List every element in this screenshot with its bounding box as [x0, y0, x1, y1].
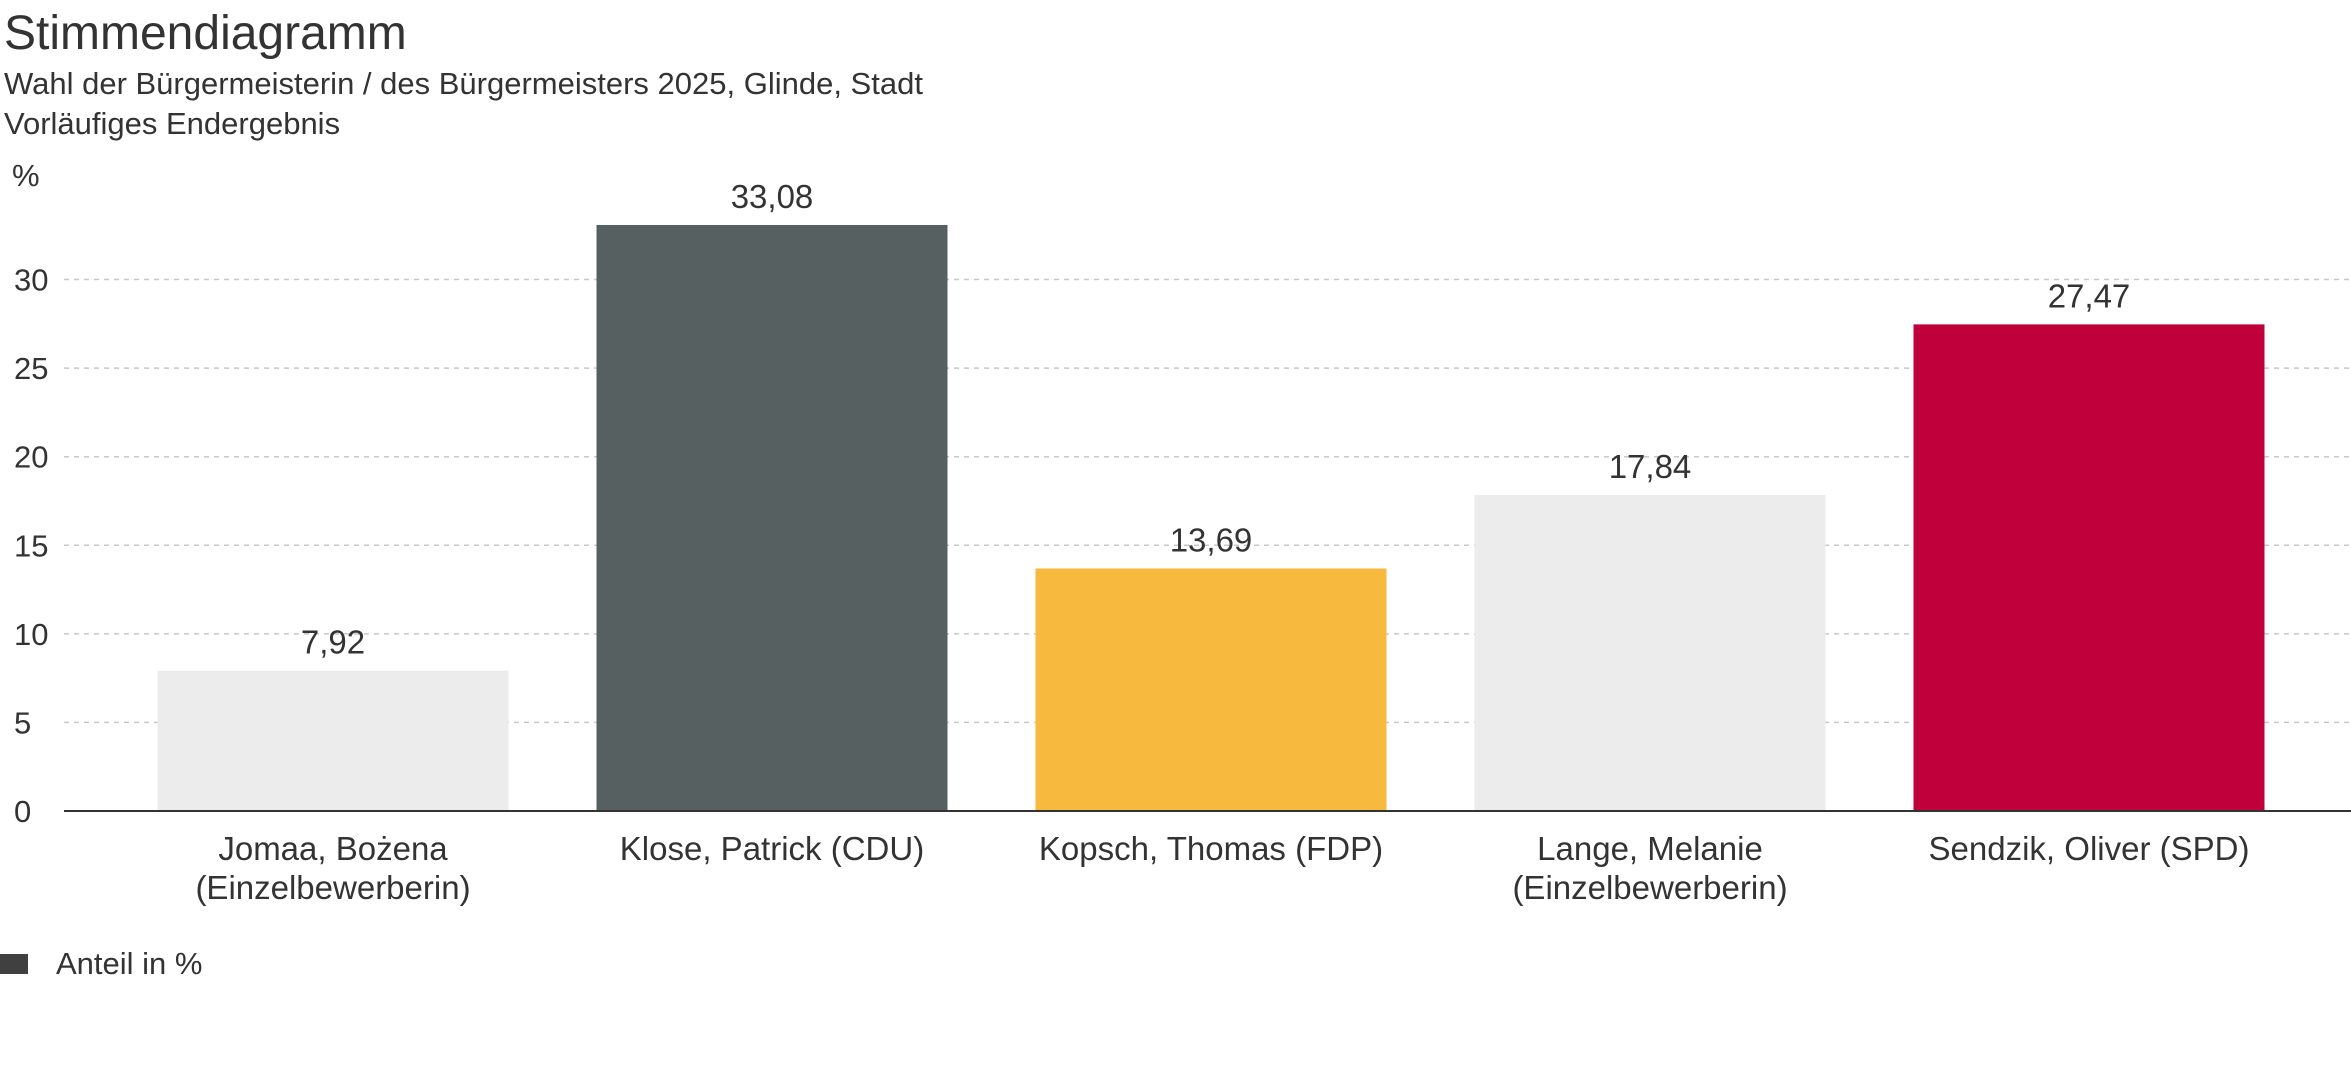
x-tick-label-line: (Einzelbewerberin) — [1512, 869, 1787, 906]
y-axis-ticks: 0 5 10 15 20 25 30 — [14, 263, 48, 829]
chart-subtitle: Wahl der Bürgermeisterin / des Bürgermei… — [4, 64, 923, 144]
value-labels: 7,92 33,08 13,69 17,84 27,47 — [301, 178, 2130, 661]
bar — [1913, 324, 2265, 811]
bar — [596, 225, 948, 811]
x-tick-label-line: Klose, Patrick (CDU) — [620, 830, 924, 867]
legend: Anteil in % — [0, 944, 202, 984]
y-tick-label: 5 — [14, 705, 31, 740]
y-axis-label: % — [12, 158, 40, 193]
bar-value-label: 17,84 — [1609, 448, 1692, 485]
bar — [1474, 494, 1826, 811]
x-tick-label: Sendzik, Oliver (SPD) — [1929, 830, 2250, 867]
bar-value-label: 7,92 — [301, 624, 365, 661]
x-tick-label: Klose, Patrick (CDU) — [620, 830, 924, 867]
y-tick-label: 25 — [14, 351, 48, 386]
bars — [157, 225, 2265, 811]
x-tick-label: Jomaa, Bożena (Einzelbewerberin) — [195, 830, 470, 906]
bar — [157, 670, 509, 811]
y-tick-label: 0 — [14, 794, 31, 829]
x-tick-label-line: Kopsch, Thomas (FDP) — [1039, 830, 1383, 867]
bar-value-label: 13,69 — [1170, 521, 1253, 558]
y-tick-label: 15 — [14, 528, 48, 563]
x-tick-label-line: Jomaa, Bożena — [218, 830, 448, 867]
bar-value-label: 33,08 — [731, 178, 814, 215]
subtitle-line-status: Vorläufiges Endergebnis — [4, 106, 341, 141]
x-tick-label: Lange, Melanie (Einzelbewerberin) — [1512, 830, 1787, 906]
legend-label: Anteil in % — [56, 946, 203, 981]
x-tick-label-line: Lange, Melanie — [1537, 830, 1763, 867]
y-tick-label: 30 — [14, 263, 48, 298]
y-tick-label: 20 — [14, 440, 48, 475]
x-tick-label-line: Sendzik, Oliver (SPD) — [1929, 830, 2250, 867]
legend-swatch — [0, 954, 28, 974]
y-tick-label: 10 — [14, 617, 48, 652]
bar — [1035, 568, 1387, 811]
subtitle-line-election: Wahl der Bürgermeisterin / des Bürgermei… — [4, 66, 923, 101]
bar-value-label: 27,47 — [2048, 277, 2131, 314]
x-axis-labels: Jomaa, Bożena (Einzelbewerberin)Klose, Pa… — [195, 830, 2249, 906]
x-tick-label: Kopsch, Thomas (FDP) — [1039, 830, 1383, 867]
x-tick-label-line: (Einzelbewerberin) — [195, 869, 470, 906]
chart-title: Stimmendiagramm — [4, 7, 407, 60]
